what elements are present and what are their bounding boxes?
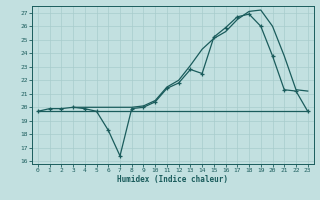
X-axis label: Humidex (Indice chaleur): Humidex (Indice chaleur) bbox=[117, 175, 228, 184]
